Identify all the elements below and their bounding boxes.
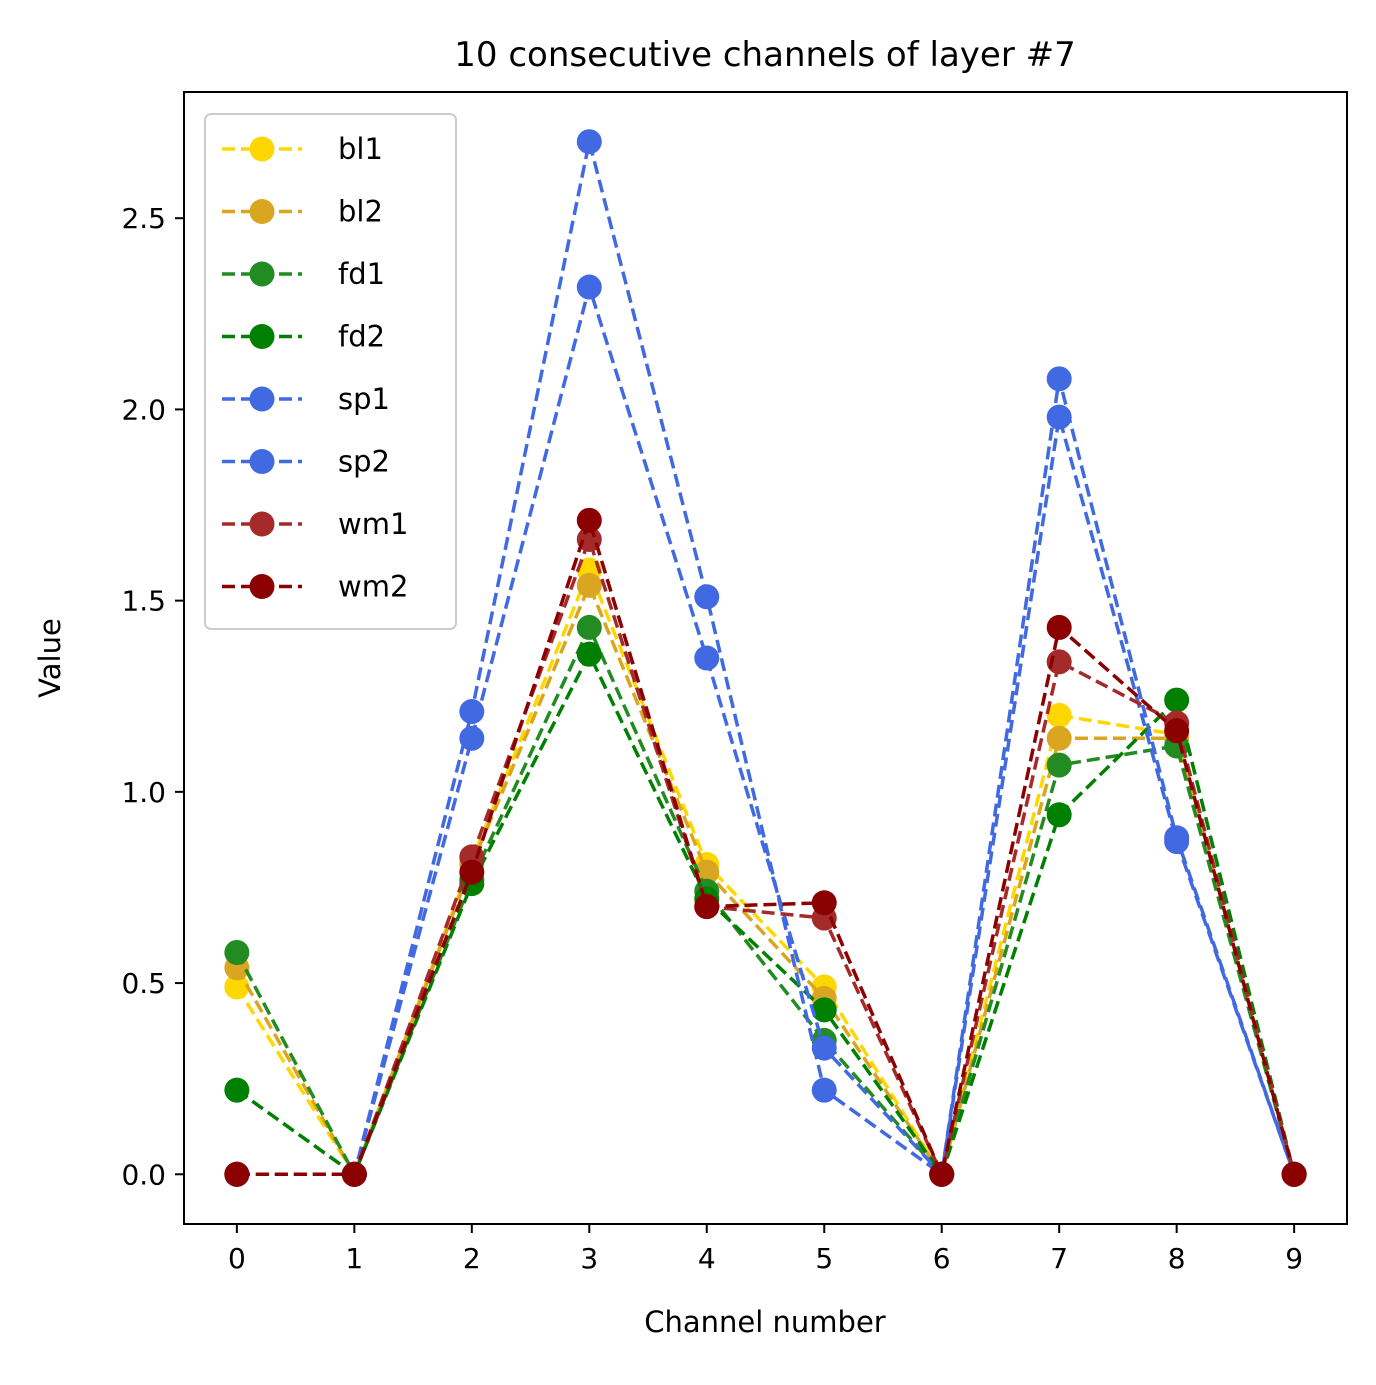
data-point-fd2	[1046, 802, 1072, 828]
data-point-sp1	[576, 129, 602, 155]
x-tick-label: 3	[580, 1242, 598, 1275]
legend-item-wm1: wm1	[222, 507, 408, 541]
legend-marker	[249, 511, 275, 537]
legend-item-fd2: fd2	[222, 320, 385, 354]
data-point-fd2	[811, 997, 837, 1023]
x-tick-label: 1	[345, 1242, 363, 1275]
x-tick-label: 4	[698, 1242, 716, 1275]
legend-item-fd1: fd1	[222, 257, 385, 291]
legend-item-bl2: bl2	[222, 195, 383, 229]
data-point-wm2	[929, 1161, 955, 1187]
y-tick-label: 1.0	[121, 776, 166, 809]
data-point-wm2	[694, 894, 720, 920]
y-tick-label: 2.5	[121, 202, 166, 235]
legend-item-bl1: bl1	[222, 132, 383, 166]
data-point-fd2	[576, 641, 602, 667]
legend-item-sp2: sp2	[222, 445, 390, 479]
data-point-sp1	[694, 584, 720, 610]
chart-title: 10 consecutive channels of layer #7	[454, 35, 1075, 75]
legend-label: wm1	[338, 507, 408, 541]
x-tick-label: 5	[815, 1242, 833, 1275]
data-point-wm2	[224, 1161, 250, 1187]
legend: bl1 bl2 fd1 fd2 sp1 sp2 wm1 wm2	[204, 113, 457, 630]
series-line-fd2	[235, 652, 1296, 1177]
data-point-sp1	[811, 1077, 837, 1103]
legend-marker	[249, 449, 275, 474]
data-point-sp2	[459, 725, 485, 751]
y-tick-label: 1.5	[121, 585, 166, 618]
series-line-wm2	[236, 518, 1296, 1177]
x-tick-label: 6	[933, 1242, 951, 1275]
data-point-sp2	[1164, 829, 1190, 855]
data-point-wm2	[459, 859, 485, 885]
data-point-sp2	[694, 645, 720, 671]
y-tick-label: 0.5	[121, 967, 166, 1000]
data-point-fd1	[1046, 752, 1072, 778]
data-point-wm2	[1281, 1161, 1307, 1187]
series-line-sp1	[236, 139, 1296, 1177]
data-point-fd2	[1164, 687, 1190, 713]
legend-label: fd1	[338, 257, 385, 291]
y-tick-label: 2.0	[121, 393, 166, 426]
legend-marker	[249, 136, 275, 162]
x-tick-label: 8	[1168, 1242, 1186, 1275]
data-point-fd1	[576, 614, 602, 640]
data-point-wm2	[341, 1161, 367, 1187]
series-line-wm1	[236, 537, 1296, 1177]
legend-marker	[249, 261, 275, 287]
data-point-fd2	[224, 1077, 250, 1103]
series-line-fd1	[235, 625, 1296, 1177]
x-tick-label: 9	[1285, 1242, 1303, 1275]
data-point-bl1	[224, 974, 250, 1000]
y-axis-label: Value	[33, 618, 67, 698]
data-point-sp1	[1046, 366, 1072, 392]
x-tick-label: 0	[228, 1242, 246, 1275]
legend-marker	[249, 324, 275, 349]
legend-marker	[249, 386, 275, 412]
x-tick-label: 7	[1050, 1242, 1068, 1275]
series-line-bl1	[235, 568, 1296, 1177]
data-point-bl2	[1046, 725, 1072, 751]
plot-frame	[183, 91, 1348, 1225]
legend-label: fd2	[338, 320, 385, 354]
series-wm2	[224, 507, 1307, 1187]
x-axis-label: Channel number	[644, 1305, 886, 1339]
x-tick-label: 2	[463, 1242, 481, 1275]
legend-item-sp1: sp1	[222, 382, 390, 416]
legend-box	[204, 113, 457, 630]
data-point-wm2	[811, 890, 837, 916]
data-point-wm2	[576, 507, 602, 533]
data-point-wm2	[1046, 614, 1072, 640]
legend-label: bl1	[338, 132, 383, 166]
data-point-sp2	[811, 1035, 837, 1061]
data-point-bl1	[1046, 702, 1072, 728]
legend-marker	[249, 199, 275, 224]
legend-marker	[249, 574, 275, 599]
legend-item-wm2: wm2	[222, 570, 408, 604]
series-line-sp2	[236, 285, 1296, 1177]
legend-label: sp2	[338, 445, 390, 479]
legend-label: wm2	[338, 570, 408, 604]
data-point-bl2	[694, 859, 720, 885]
y-tick-label: 0.0	[121, 1158, 166, 1191]
data-point-sp2	[576, 274, 602, 300]
x-axis: 0 1 2 3 4 5 6 7 8 9	[228, 1224, 1303, 1275]
data-point-wm2	[1164, 718, 1190, 744]
data-point-sp2	[1046, 404, 1072, 430]
data-point-fd1	[224, 939, 250, 965]
data-point-wm1	[1046, 649, 1072, 675]
y-axis: 0.0 0.5 1.0 1.5 2.0 2.5	[121, 202, 184, 1191]
series-layer	[224, 129, 1307, 1187]
legend-label: sp1	[338, 382, 390, 416]
legend-label: bl2	[338, 195, 383, 229]
data-point-bl2	[576, 572, 602, 598]
series-line-bl2	[235, 583, 1296, 1177]
